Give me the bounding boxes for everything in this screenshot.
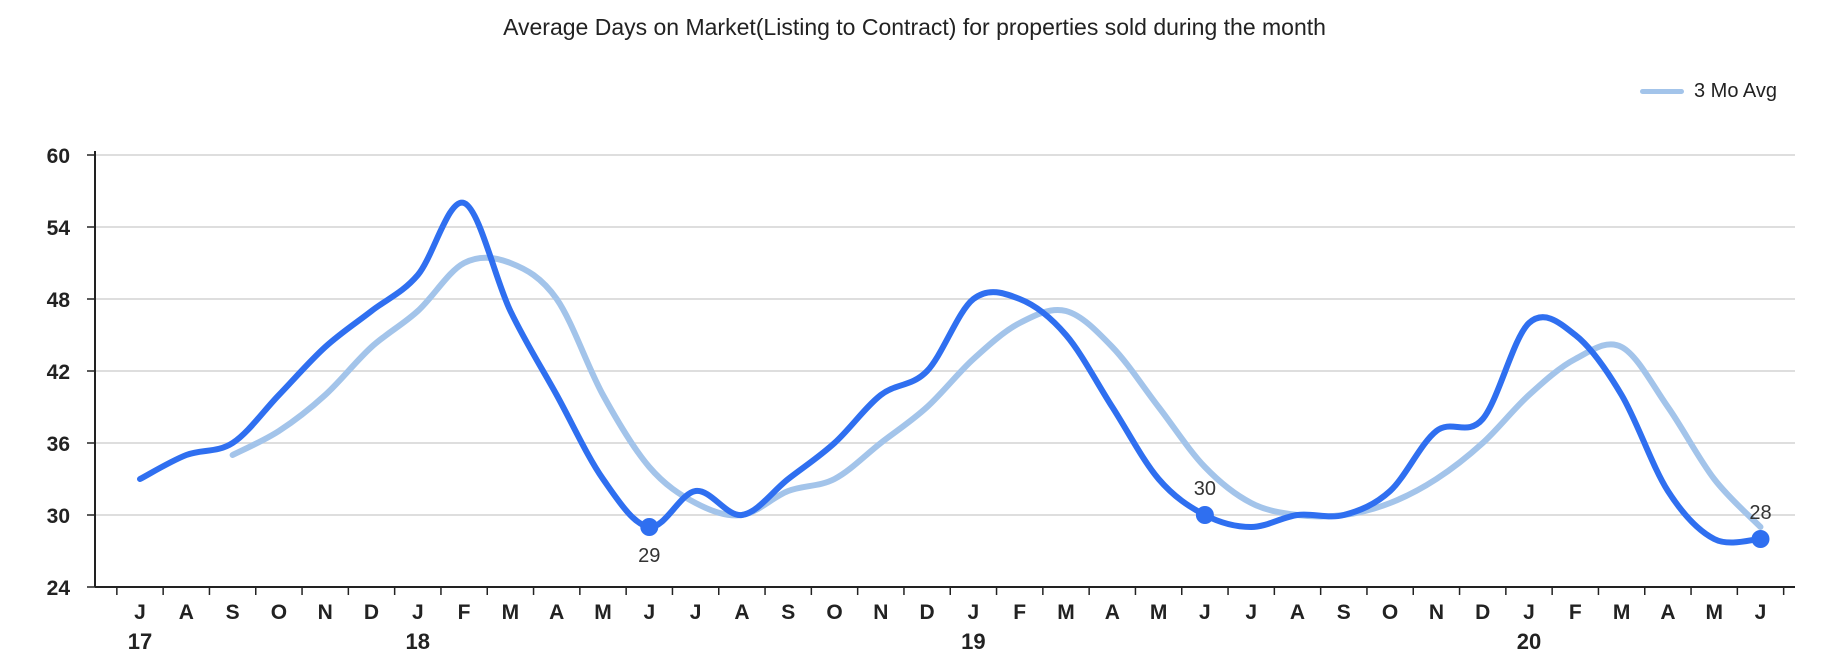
x-tick-label: D	[364, 601, 379, 624]
x-tick-label: F	[458, 601, 471, 624]
year-label: 19	[961, 629, 985, 654]
year-label: 17	[128, 629, 152, 654]
legend-label: 3 Mo Avg	[1694, 80, 1778, 102]
x-tick-label: O	[826, 601, 842, 624]
y-tick-label: 36	[47, 433, 70, 456]
x-tick-label: A	[1290, 601, 1305, 624]
x-tick-label: A	[549, 601, 564, 624]
x-tick-label: D	[920, 601, 935, 624]
x-tick-label: J	[412, 601, 424, 624]
x-tick-label: O	[1382, 601, 1398, 624]
x-tick-label: O	[271, 601, 287, 624]
x-tick-label: S	[1337, 601, 1351, 624]
y-tick-label: 54	[47, 217, 71, 240]
x-tick-label: M	[1613, 601, 1631, 624]
x-tick-label: J	[134, 601, 146, 624]
series-line-days-on-market	[137, 199, 1764, 546]
data-point-marker	[1195, 506, 1214, 524]
data-point-marker	[640, 518, 659, 536]
x-tick-label: S	[226, 601, 240, 624]
year-label: 18	[406, 629, 430, 654]
x-tick-label: J	[643, 601, 655, 624]
x-tick-label: N	[318, 601, 333, 624]
x-tick-label: M	[594, 601, 612, 624]
data-point-marker	[1751, 530, 1770, 548]
data-label: 30	[1194, 478, 1216, 500]
x-tick-label: J	[1199, 601, 1211, 624]
y-tick-label: 30	[47, 505, 70, 528]
x-tick-label: J	[1523, 601, 1535, 624]
legend-swatch	[1640, 89, 1684, 94]
x-tick-label: J	[1245, 601, 1257, 624]
data-label: 28	[1749, 502, 1771, 524]
series-line-3-mo-avg	[229, 254, 1764, 530]
x-tick-label: M	[1705, 601, 1723, 624]
x-tick-label: M	[1150, 601, 1168, 624]
x-tick-label: A	[179, 601, 194, 624]
y-tick-label: 42	[47, 361, 70, 384]
y-tick-label: 24	[47, 577, 71, 600]
y-tick-label: 48	[47, 289, 71, 312]
x-tick-label: F	[1013, 601, 1026, 624]
x-tick-label: J	[1755, 601, 1767, 624]
data-label: 29	[638, 545, 660, 567]
x-tick-label: A	[1660, 601, 1675, 624]
year-label: 20	[1517, 629, 1541, 654]
x-tick-label: S	[781, 601, 795, 624]
x-tick-label: F	[1569, 601, 1582, 624]
x-tick-label: J	[690, 601, 702, 624]
legend: 3 Mo Avg	[1640, 80, 1777, 103]
x-tick-label: A	[734, 601, 749, 624]
x-tick-label: N	[873, 601, 888, 624]
x-tick-label: N	[1429, 601, 1444, 624]
x-tick-label: J	[968, 601, 980, 624]
x-tick-label: M	[1057, 601, 1075, 624]
x-tick-label: A	[1105, 601, 1120, 624]
x-tick-label: D	[1475, 601, 1490, 624]
x-tick-label: M	[502, 601, 520, 624]
y-tick-label: 60	[47, 145, 70, 168]
chart-title: Average Days on Market(Listing to Contra…	[503, 14, 1326, 40]
